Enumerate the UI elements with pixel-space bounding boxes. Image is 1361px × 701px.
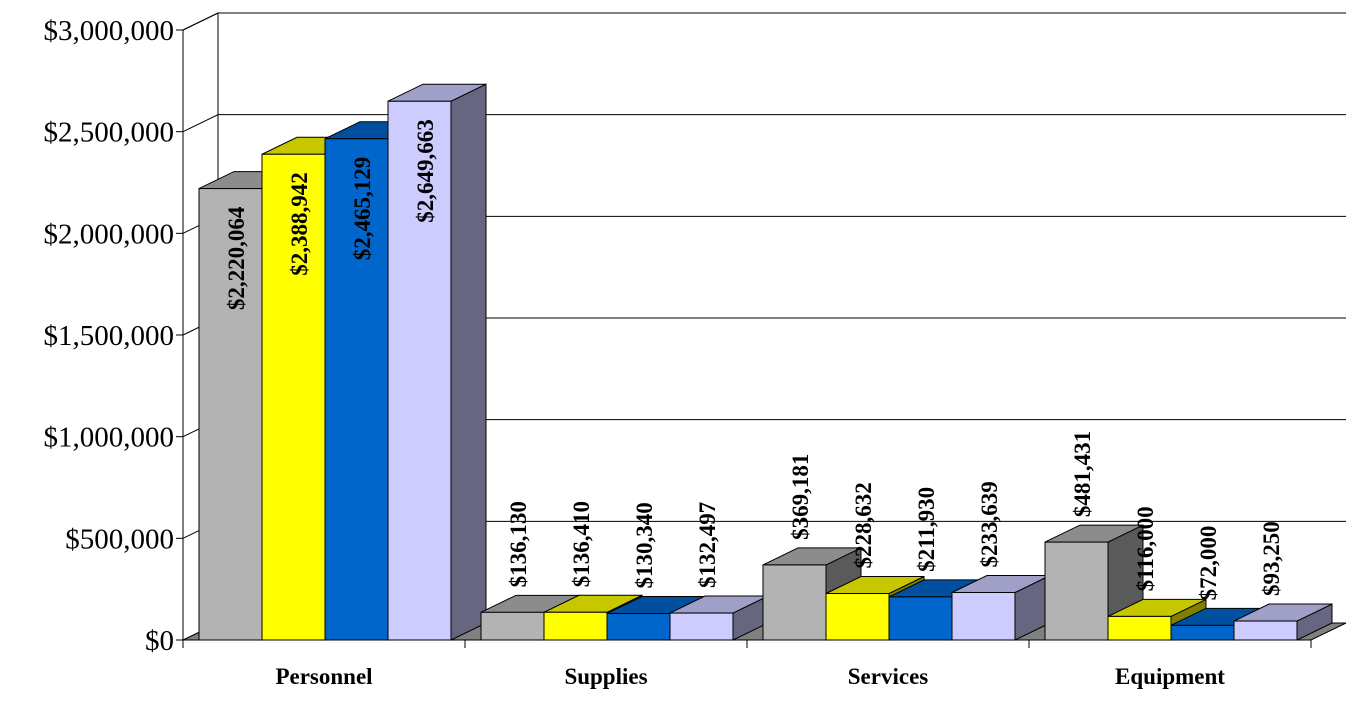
bar-side [450, 83, 487, 641]
bar-front [762, 564, 827, 641]
bar-front [951, 591, 1016, 641]
bar-front [261, 153, 326, 641]
gridline [182, 114, 1346, 133]
data-label: $228,632 [851, 482, 876, 568]
category-label: Equipment [1115, 664, 1225, 689]
data-label: $2,220,064 [224, 206, 249, 310]
y-tick-label: $3,000,000 [44, 15, 175, 47]
data-label: $136,410 [569, 501, 594, 587]
data-label: $2,465,129 [350, 157, 375, 261]
category-label: Personnel [275, 664, 372, 689]
y-tick-label: $2,500,000 [44, 117, 175, 149]
bars [198, 83, 1333, 641]
data-labels: $2,220,064 $2,388,942 $2,465,129 $2,649,663… [224, 119, 1284, 600]
category-label: Services [848, 664, 929, 689]
bar-front [669, 612, 734, 641]
gridline [182, 12, 1346, 31]
bar-front [1044, 541, 1109, 641]
bar [951, 574, 1051, 641]
bar-front [324, 138, 389, 641]
data-label: $233,639 [977, 481, 1002, 567]
bar-front [198, 188, 263, 641]
data-label: $132,497 [695, 502, 720, 588]
bar [387, 83, 487, 641]
category-label: Supplies [564, 664, 647, 689]
bar-front [480, 611, 545, 641]
y-tick-label: $1,000,000 [44, 422, 175, 454]
bar-front [1233, 620, 1298, 641]
y-tick-label: $2,000,000 [44, 218, 175, 250]
data-label: $116,000 [1133, 506, 1158, 591]
y-tick-label: $1,500,000 [44, 320, 175, 352]
data-label: $2,649,663 [413, 119, 438, 223]
y-tick-label: $0 [145, 625, 174, 657]
bar-front [888, 596, 953, 641]
data-label: $211,930 [914, 487, 939, 572]
data-label: $72,000 [1196, 526, 1221, 601]
bar [669, 595, 769, 641]
data-label: $93,250 [1259, 521, 1284, 596]
y-tick-labels: $0 $500,000 $1,000,000 $1,500,000 $2,000,000… [44, 15, 175, 657]
bar-front [1107, 615, 1172, 641]
data-label: $481,431 [1070, 431, 1095, 517]
y-tick-label: $500,000 [65, 523, 174, 555]
bar-front [1170, 624, 1235, 641]
data-label: $2,388,942 [287, 172, 312, 276]
category-labels: Personnel Supplies Services Equipment [275, 664, 1225, 689]
bar-front [387, 100, 452, 641]
bar-front [825, 593, 890, 641]
bar-front [606, 612, 671, 641]
data-label: $369,181 [788, 454, 813, 540]
data-label: $130,340 [632, 502, 657, 588]
bar [1233, 603, 1333, 641]
data-label: $136,130 [506, 501, 531, 587]
bar-front [543, 611, 608, 641]
